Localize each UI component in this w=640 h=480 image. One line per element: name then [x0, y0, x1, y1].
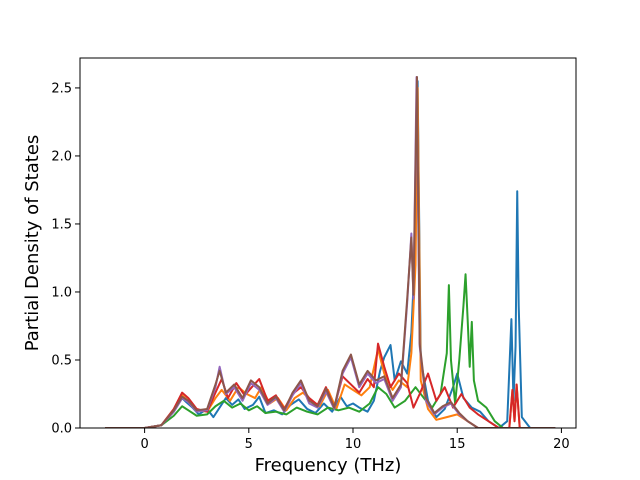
- x-tick-label: 15: [449, 437, 466, 452]
- x-tick-label: 5: [245, 437, 253, 452]
- plot-frame: [79, 57, 577, 429]
- x-tick-label: 10: [345, 437, 362, 452]
- y-tick-label: 1.0: [51, 285, 72, 300]
- y-tick-label: 1.5: [51, 217, 72, 232]
- series-line-4: [105, 342, 556, 428]
- y-tick-label: 2.5: [51, 81, 72, 96]
- series-line-6: [105, 76, 556, 428]
- x-tick-label: 20: [553, 437, 570, 452]
- x-tick-label: 0: [140, 437, 148, 452]
- y-tick-label: 2.0: [51, 149, 72, 164]
- y-tick-label: 0.0: [51, 422, 72, 437]
- x-axis-label: Frequency (THz): [255, 455, 402, 476]
- x-axis: 0 5 10 15 20: [140, 428, 570, 452]
- series-layer: [105, 76, 556, 428]
- y-tick-label: 0.5: [51, 353, 72, 368]
- y-axis: 0.0 0.5 1.0 1.5 2.0 2.5: [51, 81, 80, 437]
- y-axis-label: Partial Density of States: [22, 135, 43, 352]
- series-line-2: [105, 86, 556, 428]
- series-line-3: [105, 273, 556, 428]
